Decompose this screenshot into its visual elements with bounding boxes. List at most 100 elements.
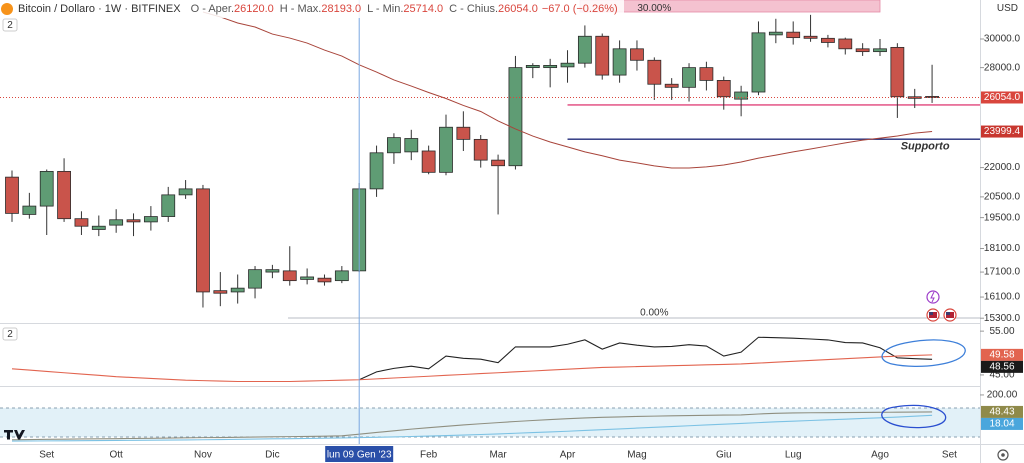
price-label-bg bbox=[981, 91, 1023, 104]
symbol[interactable]: Bitcoin / Dollaro · 1W · BITFINEX bbox=[18, 3, 181, 15]
candle-body bbox=[473, 138, 488, 161]
candle-body bbox=[925, 96, 939, 98]
candle-body bbox=[699, 67, 714, 81]
candle-body bbox=[508, 67, 523, 167]
y-tick-label: 22000.0 bbox=[984, 162, 1021, 173]
settings-icon-dot bbox=[1001, 453, 1005, 457]
price-label-bg bbox=[981, 405, 1023, 418]
indicator-line bbox=[11, 411, 933, 441]
hand-drawn-circle bbox=[881, 339, 966, 367]
candle-body bbox=[543, 65, 558, 69]
candle-body bbox=[404, 138, 419, 153]
candle-body bbox=[838, 38, 853, 50]
event-icon[interactable] bbox=[926, 290, 940, 304]
collapse-button[interactable] bbox=[2, 18, 18, 32]
event-icons bbox=[926, 290, 957, 322]
ohlc-value: 25714.0 bbox=[403, 3, 444, 15]
x-tick-label: Set bbox=[942, 450, 957, 461]
price-label: 26054.0 bbox=[984, 92, 1021, 103]
candle-body bbox=[161, 194, 176, 217]
currency[interactable]: USD bbox=[996, 3, 1018, 14]
price-label-bg bbox=[981, 348, 1023, 361]
change: −67.0 (−0.26%) bbox=[541, 3, 618, 15]
logo bbox=[4, 430, 25, 440]
flag bbox=[946, 312, 950, 315]
x-tick-label: Set bbox=[39, 450, 54, 461]
candle-body bbox=[786, 31, 801, 39]
y-tick-label: 16100.0 bbox=[984, 292, 1021, 303]
candle-body bbox=[682, 67, 696, 88]
y-tick-label: 30000.0 bbox=[984, 34, 1021, 45]
candle-body bbox=[265, 269, 280, 273]
candle-body bbox=[907, 96, 922, 99]
candle-body bbox=[230, 287, 245, 293]
price-label-bg bbox=[981, 417, 1023, 430]
collapse-button[interactable] bbox=[2, 327, 18, 341]
x-tick-label: Feb bbox=[420, 450, 438, 461]
x-tick-label: Mar bbox=[489, 450, 507, 461]
candle-body bbox=[525, 65, 540, 69]
candle-body bbox=[57, 170, 71, 220]
price-label: 18.04 bbox=[989, 419, 1014, 430]
candle-body bbox=[647, 59, 662, 85]
ohlc-value: 26054.0 bbox=[498, 3, 538, 15]
candle-body bbox=[74, 218, 89, 227]
settings bbox=[997, 449, 1009, 461]
price-label-bg bbox=[981, 125, 1023, 138]
ohlc-label: C - Chius. bbox=[449, 3, 499, 15]
y-tick-label: 200.00 bbox=[987, 390, 1018, 401]
y-tick-label: 19500.0 bbox=[984, 212, 1021, 223]
flag bbox=[929, 312, 933, 315]
logo-mark[interactable] bbox=[4, 430, 25, 440]
indicator-line bbox=[202, 11, 933, 169]
candle-body bbox=[803, 35, 818, 39]
ohlc-label: L - Min. bbox=[367, 3, 404, 15]
candle-body bbox=[612, 48, 627, 76]
candle-body bbox=[716, 80, 731, 98]
price-label: 49.58 bbox=[989, 350, 1014, 361]
candle-body bbox=[821, 37, 835, 43]
annotation: 30.00% bbox=[637, 3, 671, 14]
candle-body bbox=[751, 32, 766, 93]
candle-body bbox=[734, 91, 749, 100]
y-tick-label: 28000.0 bbox=[984, 62, 1021, 73]
price-label: 48.56 bbox=[989, 362, 1014, 373]
crosshair-label-bg bbox=[325, 446, 394, 462]
bitcoin-logo bbox=[1, 3, 13, 15]
x-tick-label: Nov bbox=[194, 450, 212, 461]
ohlc-label: H - Max. bbox=[279, 3, 322, 15]
candle-body bbox=[91, 225, 106, 230]
x-tick-label: Ago bbox=[871, 450, 889, 461]
candle-body bbox=[334, 270, 349, 282]
candle-body bbox=[109, 219, 124, 226]
candle-body bbox=[178, 188, 193, 196]
crosshair-label: lun 09 Gen '23 bbox=[327, 450, 392, 461]
candle-body bbox=[22, 205, 37, 215]
candle-body bbox=[213, 290, 228, 294]
y-tick-label: 18100.0 bbox=[984, 243, 1021, 254]
x-tick-label: Giu bbox=[716, 450, 732, 461]
candle-body bbox=[143, 216, 158, 223]
candle-body bbox=[873, 48, 887, 53]
candle-body bbox=[664, 83, 679, 88]
indicator-count: 2 bbox=[7, 329, 13, 340]
y-tick-label: 17100.0 bbox=[984, 267, 1021, 278]
x-tick-label: Ott bbox=[109, 450, 123, 461]
ohlc-value: 26120.0 bbox=[234, 3, 274, 15]
candle-body bbox=[560, 62, 575, 68]
price-label: 48.43 bbox=[989, 407, 1014, 418]
candle-body bbox=[439, 126, 453, 173]
indicator-line bbox=[358, 336, 933, 381]
y-tick-label: 20500.0 bbox=[984, 192, 1021, 203]
settings-icon[interactable] bbox=[997, 449, 1009, 461]
candle-body bbox=[317, 277, 332, 283]
plot: 30000.0 28000.0 22000.0 20500.0 19500.0 18100… bbox=[0, 3, 1023, 442]
y-tick-label: 15300.0 bbox=[984, 313, 1021, 324]
indicator-line bbox=[11, 354, 933, 383]
y-tick-label: 45.00 bbox=[989, 370, 1014, 381]
ohlc-value: 28193.0 bbox=[321, 3, 362, 15]
candle-body bbox=[300, 276, 315, 280]
candle-body bbox=[39, 170, 54, 207]
legend-header: Bitcoin / Dollaro · 1W · BITFINEX O - Ap… bbox=[0, 0, 624, 18]
